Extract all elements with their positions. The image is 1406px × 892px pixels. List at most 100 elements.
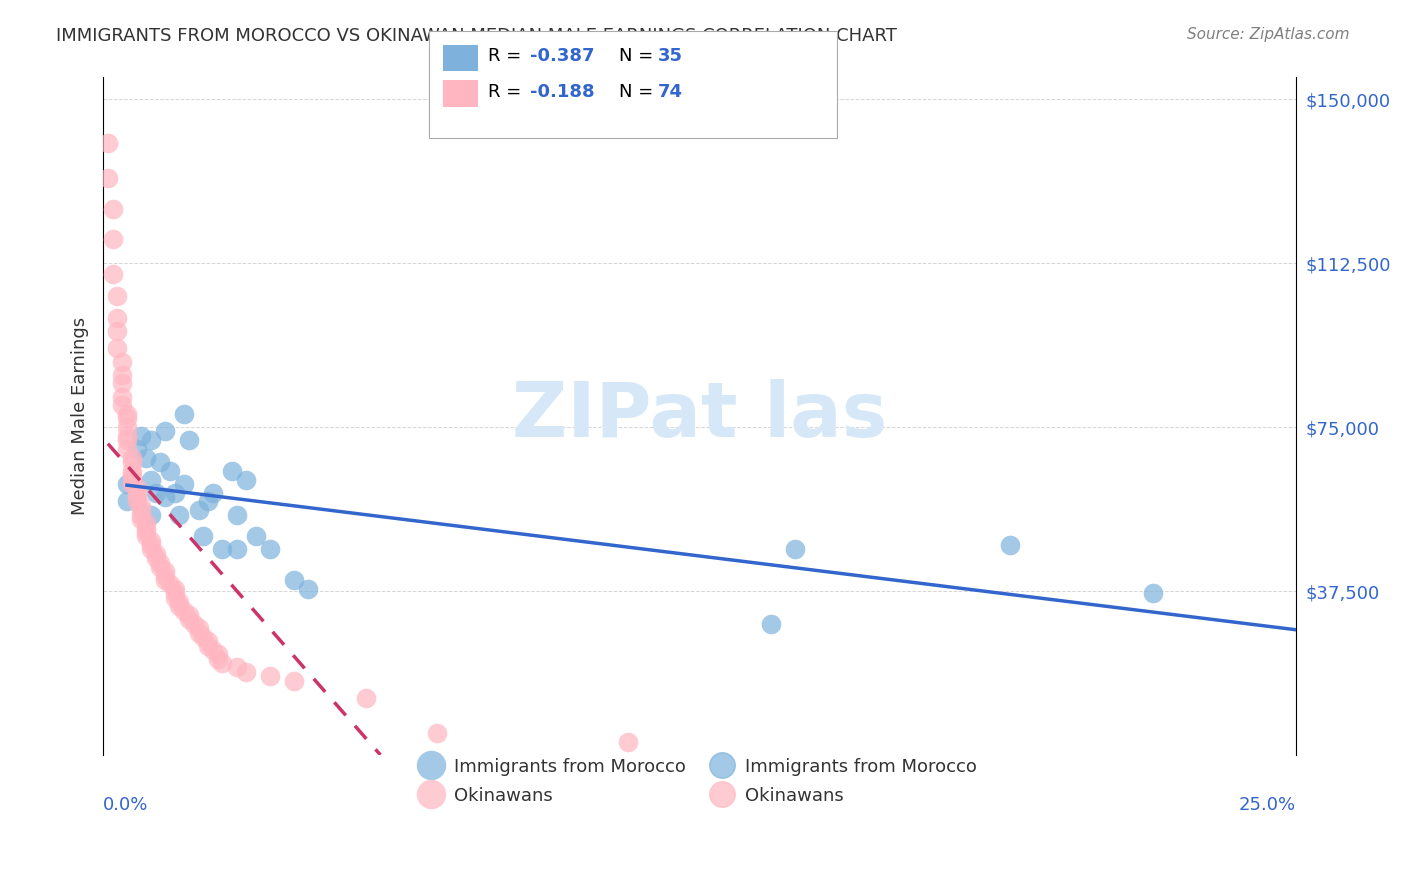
Okinawans	[107, 310, 129, 325]
Text: 35: 35	[658, 47, 683, 65]
Okinawans	[121, 468, 143, 483]
Okinawans	[177, 608, 200, 623]
Text: N =: N =	[619, 83, 658, 101]
Okinawans	[207, 648, 229, 662]
Immigrants from Morocco	[139, 434, 162, 448]
Immigrants from Morocco	[153, 490, 176, 504]
Immigrants from Morocco	[129, 429, 152, 443]
Immigrants from Morocco	[1142, 586, 1164, 600]
Immigrants from Morocco	[177, 434, 200, 448]
Okinawans	[177, 612, 200, 626]
Immigrants from Morocco	[235, 473, 257, 487]
Okinawans	[107, 289, 129, 303]
Immigrants from Morocco	[193, 529, 215, 543]
Okinawans	[121, 455, 143, 469]
Okinawans	[283, 673, 305, 688]
Text: 0.0%: 0.0%	[103, 796, 149, 814]
Okinawans	[125, 485, 148, 500]
Immigrants from Morocco	[115, 477, 138, 491]
Immigrants from Morocco	[139, 508, 162, 522]
Immigrants from Morocco	[149, 455, 172, 469]
Okinawans	[139, 533, 162, 548]
Okinawans	[149, 560, 172, 574]
Okinawans	[617, 735, 640, 749]
Okinawans	[115, 407, 138, 421]
Okinawans	[125, 481, 148, 495]
Okinawans	[426, 726, 449, 740]
Immigrants from Morocco	[163, 485, 186, 500]
Okinawans	[197, 634, 219, 648]
Immigrants from Morocco	[115, 494, 138, 508]
Immigrants from Morocco	[135, 450, 157, 465]
Okinawans	[145, 551, 167, 566]
Okinawans	[111, 376, 134, 391]
Okinawans	[115, 420, 138, 434]
Text: R =: R =	[488, 83, 527, 101]
Immigrants from Morocco	[187, 503, 209, 517]
Okinawans	[153, 568, 176, 582]
Okinawans	[101, 232, 124, 246]
Immigrants from Morocco	[245, 529, 267, 543]
Okinawans	[235, 665, 257, 679]
Okinawans	[115, 411, 138, 425]
Okinawans	[129, 508, 152, 522]
Okinawans	[153, 573, 176, 587]
Okinawans	[115, 429, 138, 443]
Immigrants from Morocco	[998, 538, 1021, 552]
Okinawans	[97, 171, 120, 186]
Okinawans	[163, 586, 186, 600]
Okinawans	[197, 639, 219, 653]
Okinawans	[159, 577, 181, 591]
Okinawans	[149, 556, 172, 570]
Legend: Immigrants from Morocco, Okinawans, Immigrants from Morocco, Okinawans: Immigrants from Morocco, Okinawans, Immi…	[412, 747, 987, 814]
Immigrants from Morocco	[759, 616, 782, 631]
Okinawans	[107, 324, 129, 338]
Immigrants from Morocco	[145, 485, 167, 500]
Okinawans	[135, 524, 157, 539]
Okinawans	[121, 464, 143, 478]
Okinawans	[111, 368, 134, 382]
Immigrants from Morocco	[139, 473, 162, 487]
Text: -0.387: -0.387	[530, 47, 595, 65]
Text: R =: R =	[488, 47, 527, 65]
Y-axis label: Median Male Earnings: Median Male Earnings	[72, 318, 89, 516]
Immigrants from Morocco	[169, 508, 191, 522]
Okinawans	[153, 565, 176, 579]
Text: -0.188: -0.188	[530, 83, 595, 101]
Okinawans	[135, 529, 157, 543]
Okinawans	[187, 625, 209, 640]
Okinawans	[121, 473, 143, 487]
Okinawans	[101, 202, 124, 216]
Okinawans	[111, 398, 134, 412]
Immigrants from Morocco	[225, 508, 247, 522]
Okinawans	[111, 354, 134, 368]
Okinawans	[211, 656, 233, 670]
Okinawans	[121, 477, 143, 491]
Okinawans	[163, 591, 186, 605]
Okinawans	[135, 521, 157, 535]
Okinawans	[183, 616, 205, 631]
Okinawans	[135, 516, 157, 531]
Okinawans	[145, 547, 167, 561]
Immigrants from Morocco	[783, 542, 806, 557]
Okinawans	[121, 450, 143, 465]
Immigrants from Morocco	[211, 542, 233, 557]
Okinawans	[207, 652, 229, 666]
Okinawans	[139, 538, 162, 552]
Okinawans	[169, 599, 191, 614]
Okinawans	[97, 136, 120, 150]
Okinawans	[111, 390, 134, 404]
Text: N =: N =	[619, 47, 658, 65]
Okinawans	[115, 442, 138, 456]
Okinawans	[107, 342, 129, 356]
Okinawans	[125, 494, 148, 508]
Okinawans	[163, 582, 186, 596]
Immigrants from Morocco	[159, 464, 181, 478]
Okinawans	[201, 643, 224, 657]
Okinawans	[115, 434, 138, 448]
Text: IMMIGRANTS FROM MOROCCO VS OKINAWAN MEDIAN MALE EARNINGS CORRELATION CHART: IMMIGRANTS FROM MOROCCO VS OKINAWAN MEDI…	[56, 27, 897, 45]
Okinawans	[129, 512, 152, 526]
Okinawans	[139, 542, 162, 557]
Okinawans	[225, 660, 247, 674]
Immigrants from Morocco	[201, 485, 224, 500]
